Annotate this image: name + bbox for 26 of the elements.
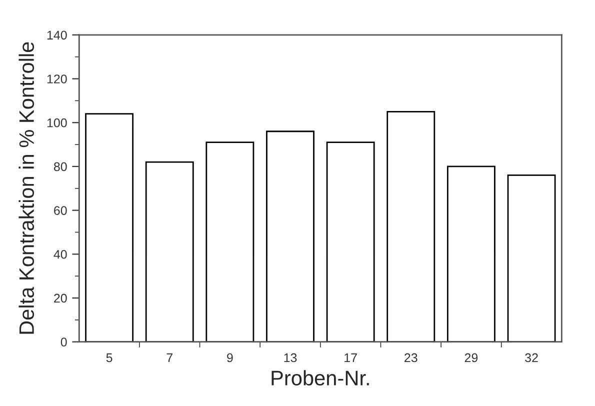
bar — [266, 130, 314, 342]
x-tick-label: 23 — [404, 353, 418, 362]
y-tick-label: 120 — [47, 74, 67, 84]
y-tick-label: 20 — [54, 294, 67, 303]
bar — [206, 142, 254, 342]
bar — [145, 161, 194, 342]
x-tick-label: 17 — [344, 353, 357, 362]
x-tick-label: 9 — [227, 353, 233, 362]
bar — [446, 166, 496, 342]
y-tick-label: 0 — [60, 338, 67, 347]
bar — [85, 113, 134, 342]
y-tick-label: 40 — [54, 250, 67, 259]
y-tick-label: 140 — [47, 30, 67, 40]
y-tick-label: 100 — [47, 118, 67, 128]
x-tick-label: 5 — [106, 353, 112, 362]
x-tick-label: 7 — [166, 353, 172, 362]
y-axis-title: Delta Kontraktion in % Kontrolle — [18, 42, 34, 334]
y-tick-label: 80 — [54, 162, 67, 172]
bar — [386, 110, 436, 342]
y-tick-label: 60 — [54, 206, 67, 215]
x-tick-label: 29 — [464, 353, 478, 362]
bar — [326, 142, 375, 342]
bar — [507, 174, 556, 342]
x-tick-label: 13 — [284, 353, 297, 362]
x-tick-label: 32 — [525, 353, 538, 362]
x-axis-title: Proben-Nr. — [272, 370, 369, 386]
